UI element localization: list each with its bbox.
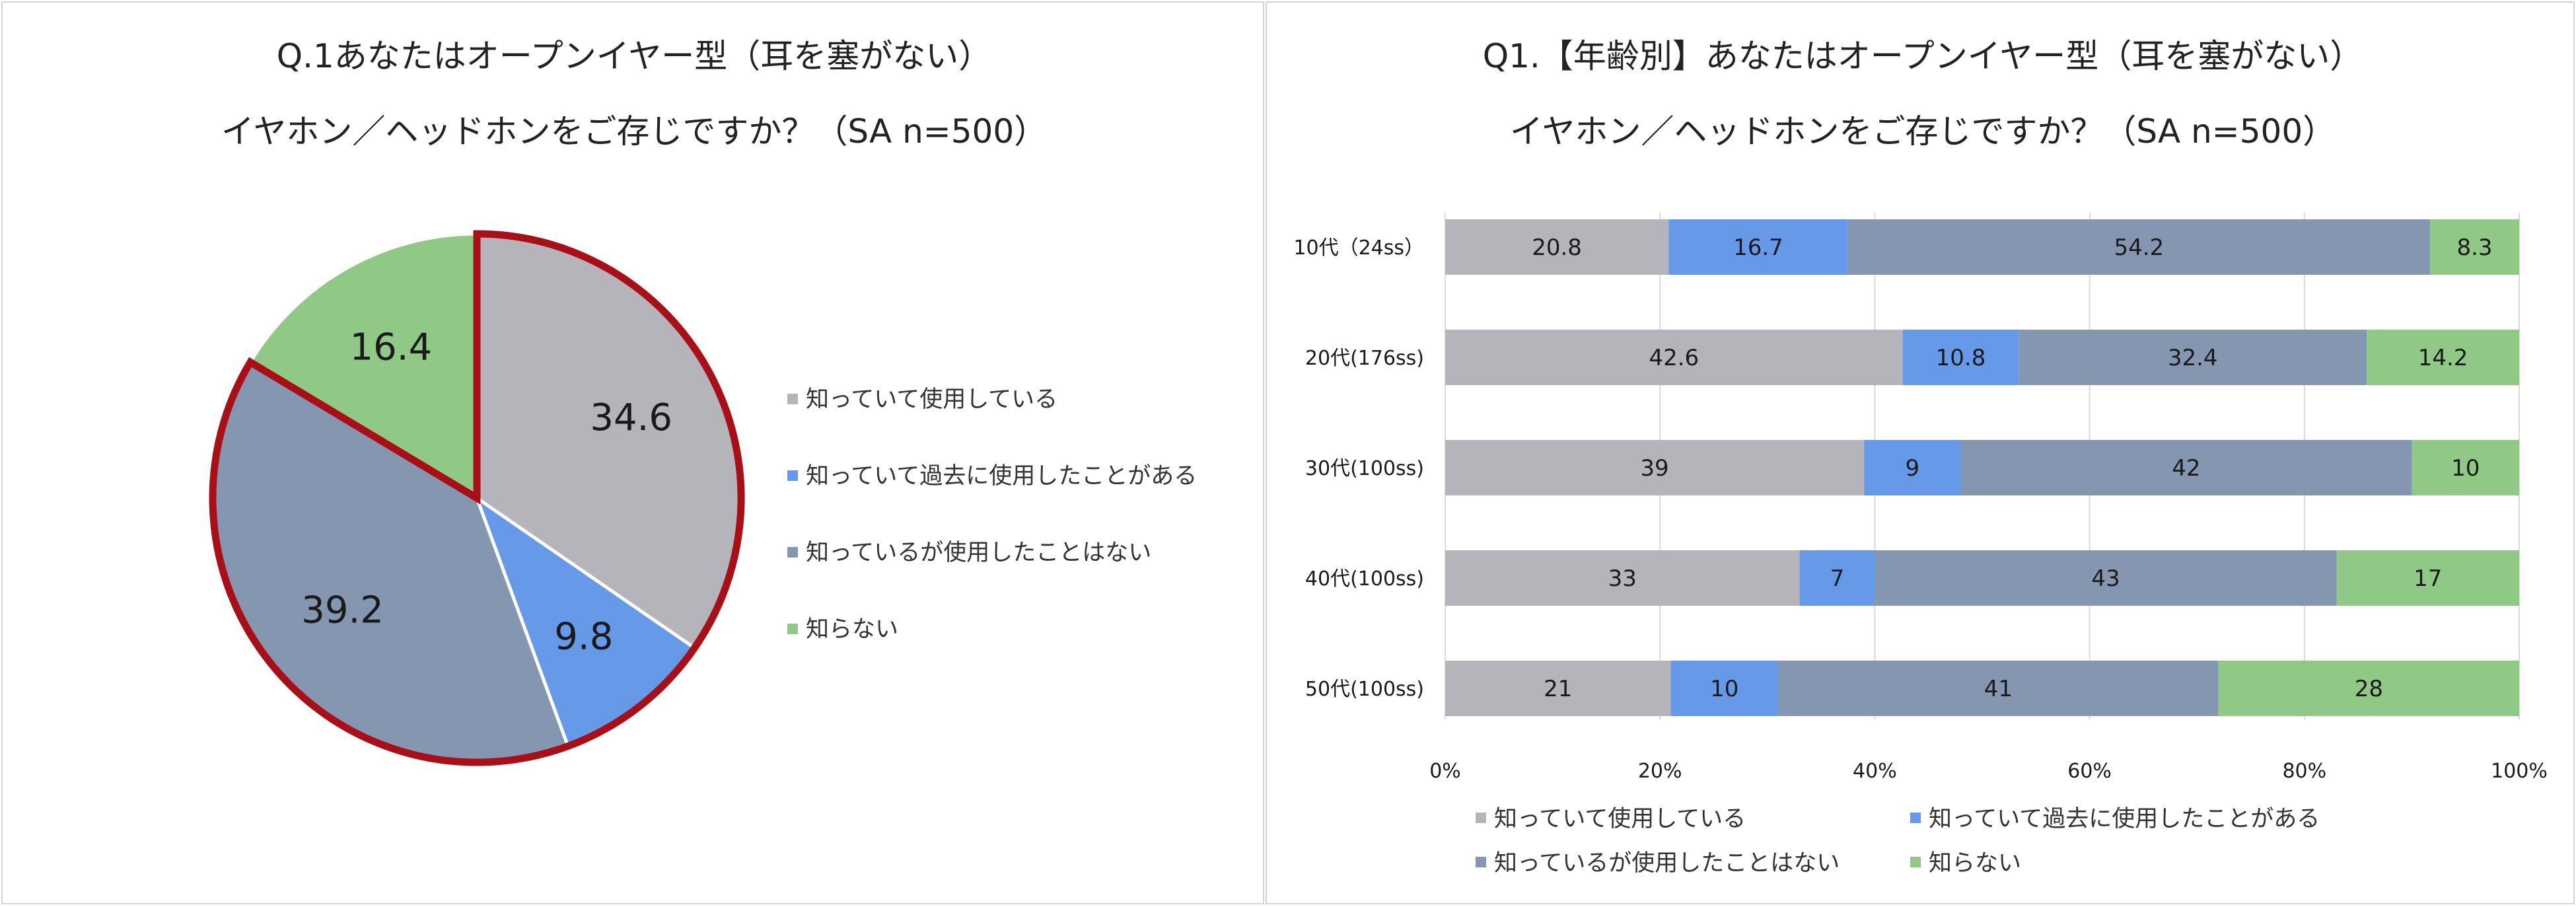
chart-title: イヤホン／ヘッドホンをご存じですか？（SA n=500）	[1510, 112, 2336, 151]
x-tick-label: 40%	[1853, 760, 1897, 783]
bar-segment	[2430, 219, 2519, 275]
bar-data-label: 10	[1710, 676, 1738, 702]
bar-data-label: 14.2	[2418, 345, 2468, 371]
pie-chart: Q.1あなたはオープンイヤー型（耳を塞がない） イヤホン／ヘッドホンをご存じですか…	[209, 37, 1197, 766]
bar-data-label: 42	[2172, 455, 2200, 482]
bar-data-label: 21	[1544, 676, 1572, 702]
category-label: 20代(176ss)	[1305, 347, 1424, 370]
legend-swatch	[787, 394, 798, 404]
legend-entry: 知っていて使用している	[1494, 806, 1746, 832]
bar-segment	[1902, 330, 2019, 385]
bar-segment	[2367, 330, 2519, 385]
legend-entry: 知っていて過去に使用したことがある	[806, 463, 1197, 490]
bar-data-label: 41	[1984, 676, 2013, 702]
bar-segment	[1445, 219, 1669, 275]
bar-data-label: 17	[2414, 565, 2442, 592]
legend-swatch	[1476, 857, 1486, 867]
pie-data-label: 39.2	[301, 589, 384, 632]
legend-entry: 知っているが使用したことはない	[1494, 850, 1840, 877]
bar-segment	[2019, 330, 2367, 385]
bar-data-label: 33	[1608, 565, 1637, 592]
category-label: 10代（24ss）	[1293, 236, 1424, 260]
bar-segment	[1445, 661, 1671, 716]
bar-data-label: 42.6	[1649, 345, 1699, 371]
pie-slice	[248, 232, 479, 501]
bar-data-label: 39	[1640, 455, 1668, 482]
category-label: 30代(100ss)	[1305, 457, 1424, 480]
bar-segment	[1670, 661, 1779, 716]
bar-segment	[1864, 440, 1961, 495]
bar-segment	[1875, 550, 2337, 606]
legend-swatch	[787, 624, 798, 634]
legend-swatch	[1476, 813, 1486, 823]
legend-swatch	[787, 470, 798, 481]
bar-segment	[1960, 440, 2412, 495]
bar-data-label: 10.8	[1936, 345, 1986, 371]
bar-segment	[1799, 550, 1875, 606]
category-label: 40代(100ss)	[1305, 567, 1424, 591]
bar-segment	[1847, 219, 2431, 275]
pie-data-label: 9.8	[554, 616, 613, 659]
x-tick-label: 20%	[1638, 760, 1682, 783]
bar-segment	[2412, 440, 2519, 495]
legend-swatch	[1910, 813, 1921, 823]
x-tick-label: 0%	[1429, 760, 1461, 783]
bar-segment	[2336, 550, 2519, 606]
bar-data-label: 20.8	[1532, 235, 1582, 261]
chart-title: イヤホン／ヘッドホンをご存じですか？（SA n=500）	[221, 112, 1047, 151]
bar-data-label: 9	[1905, 455, 1919, 482]
legend-entry: 知らない	[1929, 850, 2021, 877]
pie-highlight-outline	[209, 230, 745, 766]
chart-title: Q1.【年齢別】あなたはオープンイヤー型（耳を塞がない）	[1483, 37, 2363, 75]
bar-segment	[1668, 219, 1848, 275]
category-label: 50代(100ss)	[1305, 678, 1424, 701]
legend-entry: 知らない	[806, 616, 898, 643]
pie-chart-panel: Q.1あなたはオープンイヤー型（耳を塞がない） イヤホン／ヘッドホンをご存じですか…	[1, 1, 1264, 904]
bar-data-label: 43	[2091, 565, 2120, 592]
legend-entry: 知っていて過去に使用したことがある	[1929, 806, 2320, 832]
legend-entry: 知っていて使用している	[806, 386, 1057, 413]
x-tick-label: 80%	[2282, 760, 2326, 783]
legend-entry: 知っているが使用したことはない	[806, 540, 1151, 566]
pie-data-label: 34.6	[590, 396, 672, 439]
x-tick-label: 60%	[2067, 760, 2112, 783]
bar-data-label: 8.3	[2456, 235, 2492, 261]
bar-data-label: 7	[1830, 565, 1845, 592]
bar-data-label: 10	[2451, 455, 2480, 482]
bar-chart-panel: Q1.【年齢別】あなたはオープンイヤー型（耳を塞がない） イヤホン／ヘッドホンをご…	[1266, 1, 2575, 904]
pie-data-label: 16.4	[350, 326, 433, 369]
chart-title: Q.1あなたはオープンイヤー型（耳を塞がない）	[277, 37, 992, 75]
bar-data-label: 16.7	[1733, 235, 1783, 261]
bar-data-label: 32.4	[2168, 345, 2218, 371]
legend-swatch	[787, 547, 798, 558]
bar-segment	[1445, 330, 1903, 385]
legend-swatch	[1910, 857, 1921, 867]
bar-data-label: 54.2	[2114, 235, 2165, 261]
bar-chart: Q1.【年齢別】あなたはオープンイヤー型（耳を塞がない） イヤホン／ヘッドホンをご…	[1293, 37, 2548, 877]
bar-segment	[1445, 440, 1865, 495]
bar-segment	[1445, 550, 1800, 606]
x-tick-label: 100%	[2491, 760, 2548, 783]
bar-data-label: 28	[2355, 676, 2383, 702]
bar-segment	[1778, 661, 2219, 716]
bar-segment	[2218, 661, 2519, 716]
